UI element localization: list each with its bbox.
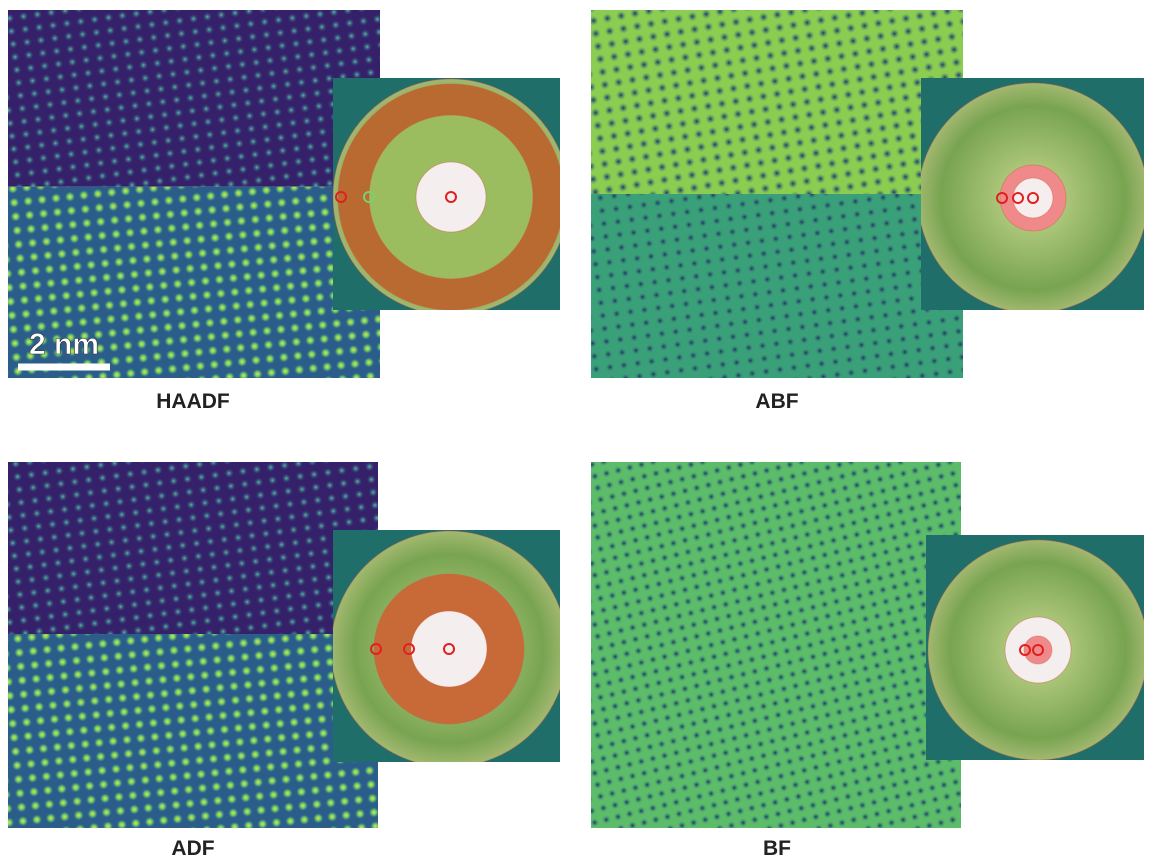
detector-ring	[1013, 178, 1053, 218]
panel: BF	[591, 462, 1148, 860]
panel-label: BF	[763, 837, 791, 860]
detector-ring	[411, 611, 487, 687]
panel: ABF	[591, 10, 1148, 413]
image-top	[8, 462, 378, 634]
panels: HAADF ABF ADF BF	[8, 10, 1148, 860]
inset	[333, 79, 569, 315]
figure: HAADF ABF ADF BF 2 nm	[0, 0, 1151, 866]
detector-ring	[416, 162, 486, 232]
scale-bar-label: 2 nm	[29, 328, 99, 361]
image-bottom	[8, 634, 378, 828]
panel-label: ABF	[755, 390, 798, 413]
panel: ADF	[8, 462, 567, 860]
inset	[918, 83, 1148, 313]
inset	[331, 531, 567, 767]
image-bottom	[591, 194, 963, 378]
image-top	[591, 462, 961, 645]
image-bottom	[591, 645, 961, 828]
panel-label: HAADF	[156, 390, 230, 413]
panel-label: ADF	[171, 837, 214, 860]
inset	[928, 540, 1148, 760]
image-top	[8, 10, 380, 187]
detector-ring	[1024, 636, 1052, 664]
image-top	[591, 10, 963, 194]
